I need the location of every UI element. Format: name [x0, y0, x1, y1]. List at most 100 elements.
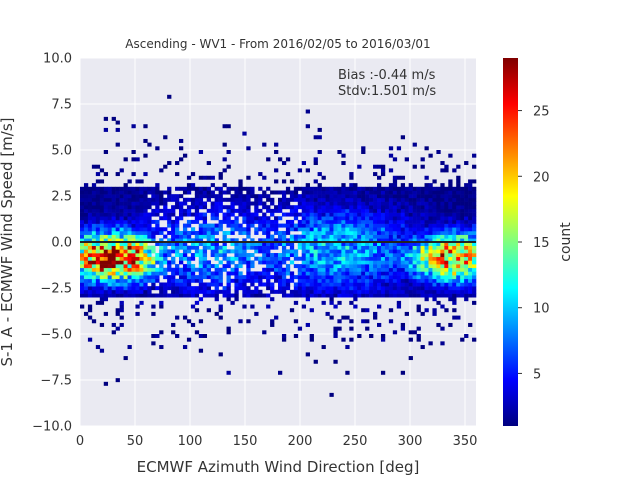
heatmap-cell: [167, 94, 172, 99]
heatmap-cell: [357, 293, 362, 298]
heatmap-cell: [135, 304, 140, 309]
heatmap-cell: [278, 278, 283, 283]
heatmap-cell: [377, 219, 382, 224]
heatmap-cell: [341, 242, 346, 246]
heatmap-cell: [369, 245, 374, 250]
heatmap-cell: [345, 286, 350, 291]
heatmap-cell: [468, 245, 473, 250]
heatmap-cell: [293, 223, 299, 228]
heatmap-cell: [305, 219, 310, 224]
heatmap-cell: [349, 201, 354, 206]
heatmap-cell: [143, 253, 148, 258]
heatmap-cell: [179, 286, 184, 291]
heatmap-cell: [468, 253, 473, 258]
heatmap-cell: [464, 334, 469, 338]
heatmap-cell: [107, 227, 112, 232]
heatmap-cell: [95, 219, 101, 224]
heatmap-cell: [325, 289, 330, 294]
heatmap-cell: [95, 201, 101, 206]
heatmap-cell: [384, 238, 390, 243]
heatmap-cell: [214, 197, 219, 202]
heatmap-cell: [424, 249, 429, 254]
heatmap-cell: [388, 278, 394, 283]
heatmap-cell: [163, 256, 168, 261]
heatmap-cell: [182, 242, 188, 246]
heatmap-cell: [111, 186, 116, 191]
heatmap-cell: [472, 253, 477, 258]
heatmap-cell: [400, 135, 406, 140]
heatmap-cell: [91, 183, 97, 188]
heatmap-cell: [194, 216, 200, 221]
heatmap-cell: [440, 275, 445, 280]
heatmap-cell: [448, 267, 453, 272]
heatmap-cell: [361, 150, 366, 154]
heatmap-cell: [452, 223, 457, 228]
heatmap-cell: [388, 190, 394, 195]
heatmap-cell: [222, 157, 227, 162]
heatmap-cell: [384, 260, 390, 265]
heatmap-cell: [83, 208, 89, 213]
heatmap-cell: [345, 238, 350, 243]
heatmap-cell: [123, 205, 128, 210]
heatmap-cell: [222, 253, 227, 258]
heatmap-cell: [345, 267, 350, 272]
heatmap-cell: [214, 267, 219, 272]
heatmap-cell: [309, 253, 314, 258]
heatmap-cell: [123, 212, 128, 217]
heatmap-cell: [143, 219, 148, 224]
x-tick-label: 200: [288, 434, 313, 449]
heatmap-cell: [175, 216, 180, 221]
heatmap-cell: [285, 186, 291, 191]
heatmap-cell: [95, 256, 101, 261]
heatmap-cell: [416, 264, 421, 269]
heatmap-cell: [317, 264, 322, 269]
heatmap-cell: [119, 278, 124, 283]
heatmap-cell: [420, 216, 425, 221]
heatmap-cell: [171, 227, 176, 232]
heatmap-cell: [408, 356, 413, 361]
heatmap-cell: [242, 205, 247, 210]
heatmap-cell: [214, 311, 219, 316]
heatmap-cell: [151, 212, 156, 217]
heatmap-cell: [317, 275, 322, 280]
heatmap-cell: [301, 304, 307, 309]
heatmap-cell: [87, 219, 93, 224]
heatmap-cell: [186, 238, 192, 243]
heatmap-cell: [190, 212, 196, 217]
heatmap-cell: [87, 289, 93, 294]
heatmap-cell: [155, 201, 160, 206]
heatmap-cell: [103, 293, 109, 298]
heatmap-cell: [99, 216, 105, 221]
heatmap-cell: [266, 216, 271, 221]
heatmap-cell: [361, 293, 366, 298]
heatmap-cell: [440, 271, 445, 276]
heatmap-cell: [293, 256, 299, 261]
heatmap-cell: [424, 183, 429, 188]
heatmap-cell: [345, 275, 350, 280]
heatmap-cell: [139, 219, 144, 224]
heatmap-cell: [361, 278, 366, 283]
heatmap-cell: [182, 212, 188, 217]
heatmap-cell: [218, 315, 223, 320]
heatmap-cell: [242, 194, 247, 199]
heatmap-cell: [278, 223, 283, 228]
heatmap-cell: [369, 234, 374, 239]
heatmap-cell: [305, 297, 310, 302]
heatmap-cell: [246, 227, 251, 232]
heatmap-cell: [369, 230, 374, 235]
heatmap-cell: [107, 275, 112, 280]
heatmap-cell: [325, 208, 330, 213]
heatmap-cell: [270, 289, 275, 294]
heatmap-cell: [472, 153, 477, 158]
heatmap-cell: [91, 208, 97, 213]
heatmap-cell: [341, 256, 346, 261]
heatmap-cell: [452, 293, 457, 298]
heatmap-cell: [95, 164, 101, 169]
heatmap-cell: [163, 135, 168, 140]
heatmap-cell: [159, 197, 164, 202]
heatmap-cell: [151, 334, 156, 338]
heatmap-cell: [440, 242, 445, 246]
heatmap-cell: [388, 275, 394, 280]
x-tick-labels: 0 50 100 150 200 250 300 350: [76, 434, 478, 449]
heatmap-cell: [111, 116, 116, 121]
